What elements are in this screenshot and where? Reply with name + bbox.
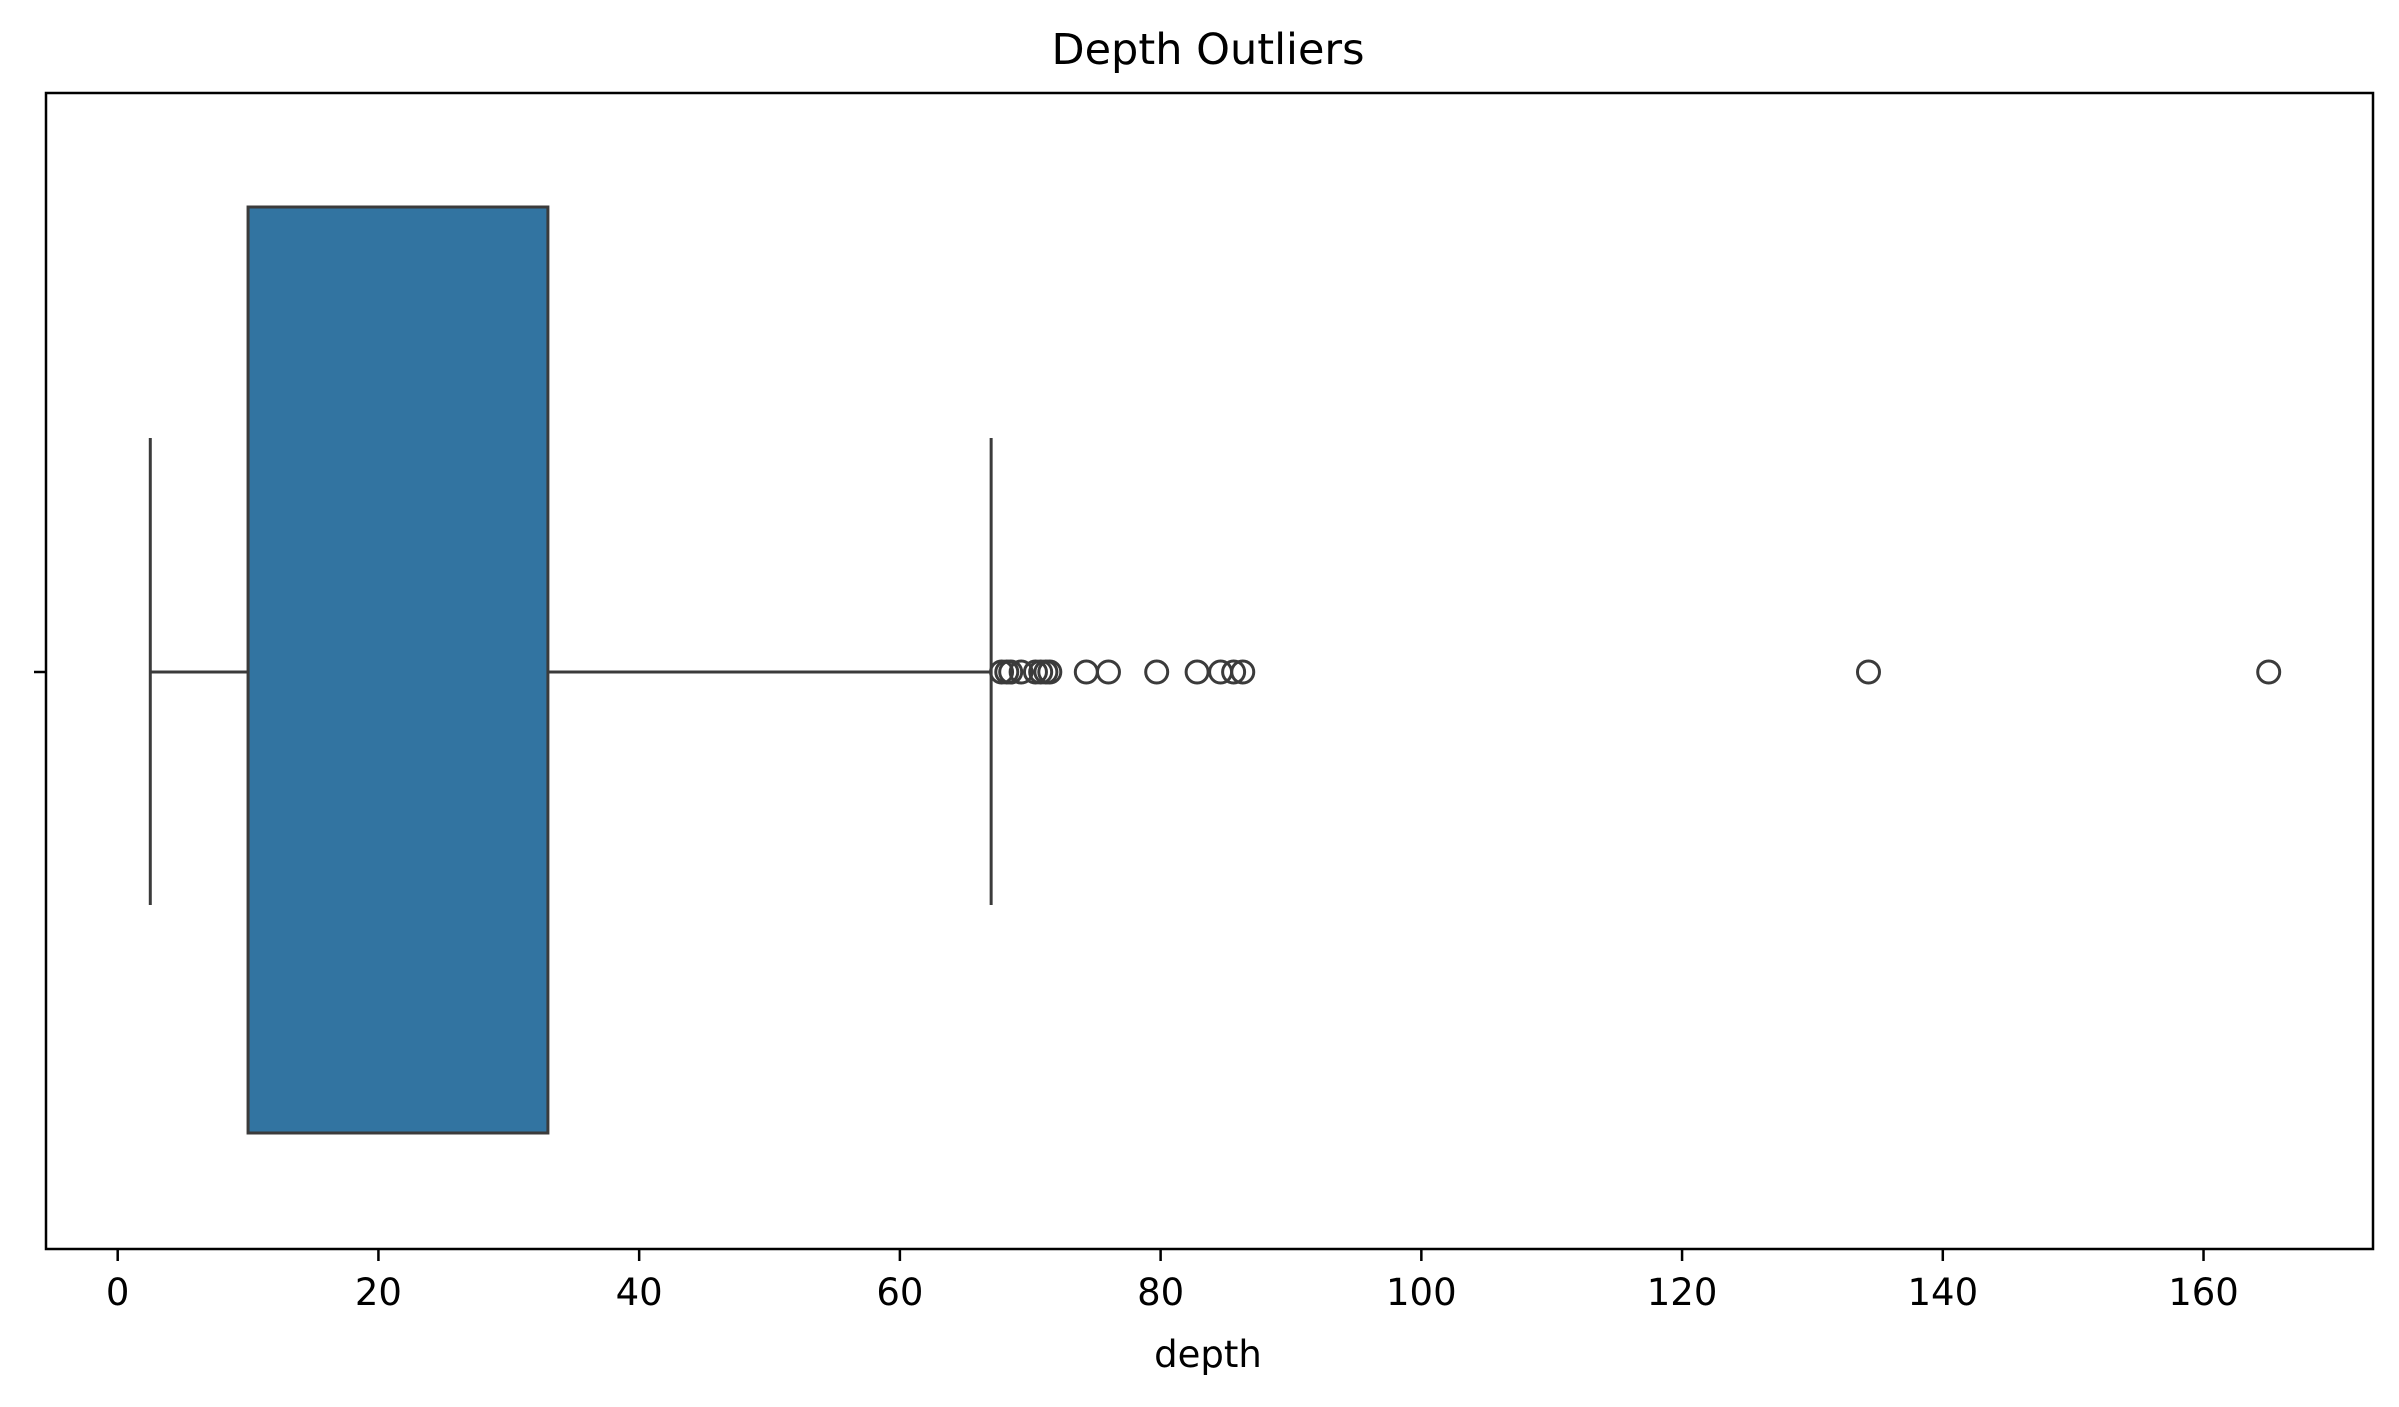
chart-title: Depth Outliers [1051, 25, 1364, 75]
x-axis: 0 20 40 60 80 100 120 140 160 [106, 1249, 2239, 1314]
x-axis-label: depth [1154, 1333, 1262, 1376]
x-tick-label: 60 [876, 1271, 923, 1314]
x-tick-label: 100 [1386, 1271, 1457, 1314]
outlier-point [998, 659, 1024, 685]
outlier-point [1144, 659, 1170, 685]
x-tick-label: 140 [1907, 1271, 1978, 1314]
outlier-point [1208, 659, 1234, 685]
x-tick-label: 40 [616, 1271, 663, 1314]
x-tick-label: 0 [106, 1271, 130, 1314]
outlier-point [1230, 659, 1256, 685]
outlier-point [1037, 659, 1063, 685]
outlier-point [1855, 659, 1881, 685]
chart-marks [148, 205, 2282, 1135]
x-tick-label: 80 [1137, 1271, 1184, 1314]
outlier-point [2256, 659, 2282, 685]
x-tick-label: 20 [355, 1271, 402, 1314]
outlier-point [1221, 659, 1247, 685]
outlier-point [1008, 659, 1034, 685]
x-tick-label: 160 [2168, 1271, 2239, 1314]
x-tick-label: 120 [1647, 1271, 1718, 1314]
outlier-point [1073, 659, 1099, 685]
iqr-box [246, 205, 550, 1135]
outlier-point [1184, 659, 1210, 685]
outlier-point [1095, 659, 1121, 685]
